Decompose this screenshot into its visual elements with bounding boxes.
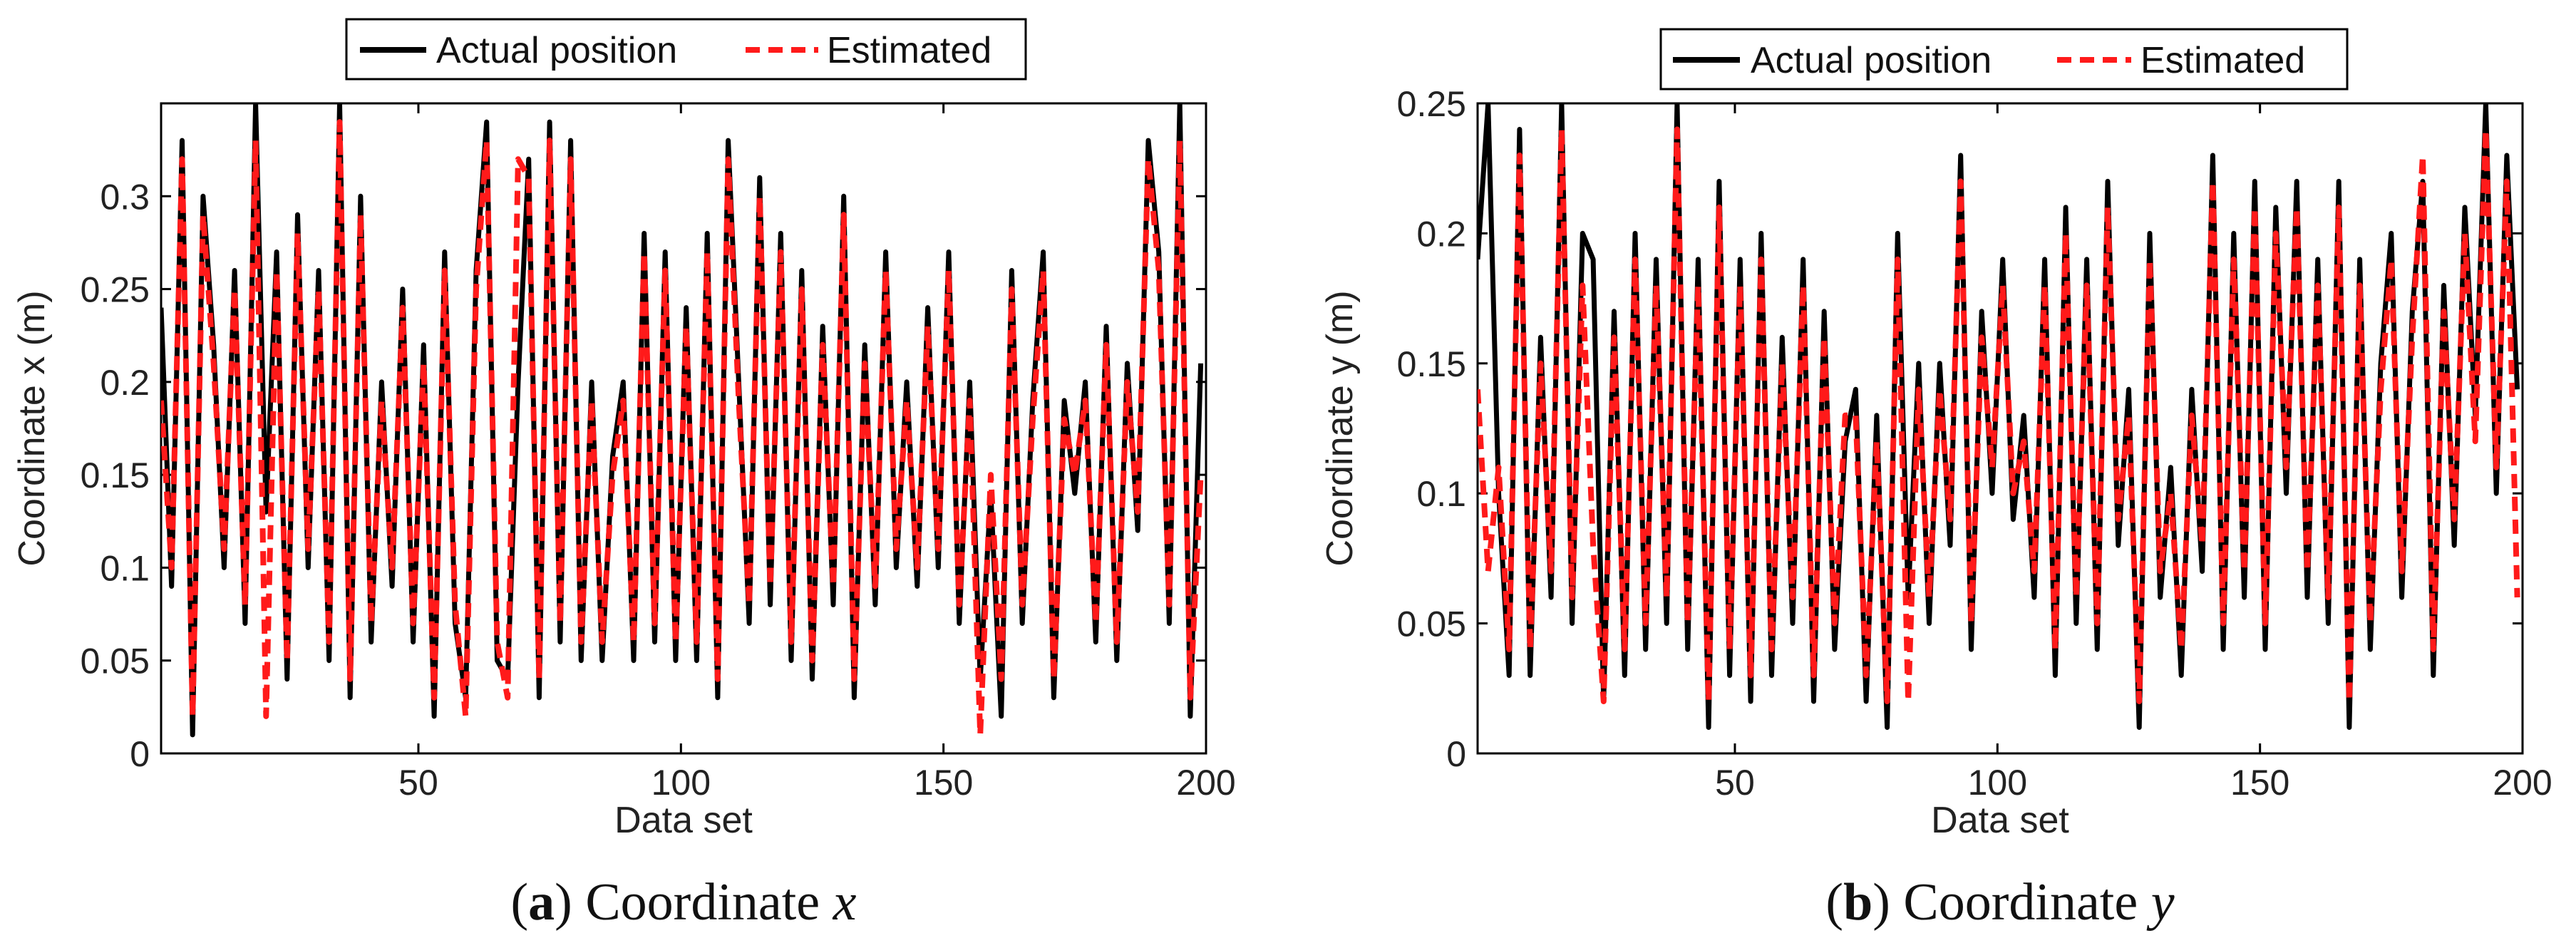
caption-letter-b: b xyxy=(1843,873,1872,932)
x-tick-label-b-150: 150 xyxy=(2230,763,2289,803)
y-tick-label-a-6: 0.3 xyxy=(100,177,150,217)
series-estimated-b xyxy=(1478,126,2520,704)
legend-b: Actual position Estimated xyxy=(1659,28,2349,91)
legend-label-estimated-b: Estimated xyxy=(2140,40,2305,81)
caption-var-b: y xyxy=(2146,873,2175,932)
y-tick-label-a-3: 0.15 xyxy=(81,455,150,495)
y-tick-label-a-4: 0.2 xyxy=(100,363,150,403)
y-tick-label-b-3: 0.15 xyxy=(1397,344,1466,384)
y-axis-label-b: Coordinate y (m) xyxy=(1319,290,1361,566)
y-tick-label-a-1: 0.05 xyxy=(81,641,150,681)
chart-a: 50 100 150 200 0 0.05 0.1 0.15 0.2 0.25 0.3 Coordi… xyxy=(11,18,1236,932)
x-tick-label-a-50: 50 xyxy=(398,763,438,803)
legend-a: Actual position Estimated xyxy=(345,18,1027,81)
x-tick-label-a-200: 200 xyxy=(1176,763,1235,803)
y-tick-label-b-1: 0.05 xyxy=(1397,604,1466,644)
x-tick-label-b-100: 100 xyxy=(1968,763,2027,803)
x-axis-label-b: Data set xyxy=(1931,800,2069,841)
caption-text-a: Coordinate xyxy=(585,873,820,932)
legend-box-b xyxy=(1659,28,2349,91)
caption-letter-a: a xyxy=(528,873,555,932)
x-tick-label-a-100: 100 xyxy=(651,763,711,803)
y-tick-label-a-0: 0 xyxy=(130,734,150,774)
y-tick-label-a-2: 0.1 xyxy=(100,548,150,588)
series-lines-a xyxy=(161,103,1204,738)
axis-ticks-b: 50 100 150 200 0 0.05 0.1 0.15 0.2 0.25 xyxy=(1397,84,2552,803)
series-estimated-a xyxy=(161,119,1204,738)
legend-label-estimated-a: Estimated xyxy=(827,30,991,71)
caption-var-a: x xyxy=(833,873,857,932)
x-tick-label-b-200: 200 xyxy=(2493,763,2552,803)
x-tick-label-b-50: 50 xyxy=(1715,763,1755,803)
y-tick-label-b-4: 0.2 xyxy=(1416,214,1466,254)
series-lines-b xyxy=(1478,103,2520,730)
y-tick-label-a-5: 0.25 xyxy=(81,270,150,310)
x-axis-label-a: Data set xyxy=(614,800,753,841)
axis-ticks-a: 50 100 150 200 0 0.05 0.1 0.15 0.2 0.25 0.3 xyxy=(81,103,1236,803)
chart-b: 50 100 150 200 0 0.05 0.1 0.15 0.2 0.25 Coordinat… xyxy=(1319,28,2552,932)
y-tick-label-b-2: 0.1 xyxy=(1416,474,1466,514)
y-tick-label-b-0: 0 xyxy=(1446,734,1466,774)
legend-box-a xyxy=(345,18,1027,81)
caption-a: (a) Coordinate x xyxy=(511,873,857,932)
legend-label-actual-a: Actual position xyxy=(436,30,677,71)
caption-text-b: Coordinate xyxy=(1903,873,2138,932)
caption-b: (b) Coordinate y xyxy=(1825,873,2174,932)
y-axis-label-a: Coordinate x (m) xyxy=(11,290,53,566)
y-tick-label-b-5: 0.25 xyxy=(1397,84,1466,124)
x-tick-label-a-150: 150 xyxy=(914,763,973,803)
legend-label-actual-b: Actual position xyxy=(1751,40,1992,81)
